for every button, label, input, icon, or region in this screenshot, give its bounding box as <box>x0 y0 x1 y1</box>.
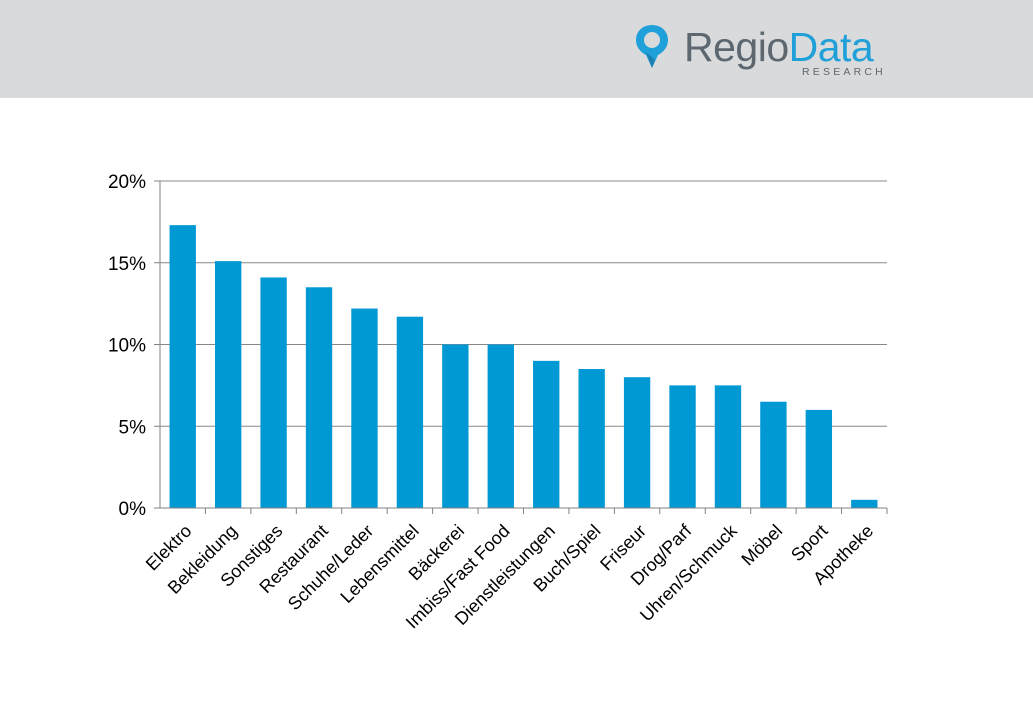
bar <box>305 287 333 508</box>
y-tick-label: 20% <box>108 172 146 193</box>
bar <box>351 308 378 508</box>
bar <box>396 316 424 508</box>
x-category-labels: ElektroBekleidungSonstigesRestaurantSchu… <box>142 520 877 632</box>
bar <box>442 344 469 508</box>
x-category-label: Möbel <box>737 521 786 570</box>
logo-wordmark: RegioData <box>684 24 874 70</box>
header-banner: RegioData RESEARCH <box>0 0 1033 98</box>
logo-word-regio: Regio <box>684 24 789 70</box>
bar <box>760 401 787 508</box>
y-tick-label: 0% <box>119 499 147 520</box>
bar <box>669 385 696 508</box>
y-tick-labels: 0% 5% 10% 15% 20% <box>108 172 146 520</box>
bar <box>487 344 514 508</box>
y-tick-label: 15% <box>108 254 146 275</box>
location-pin-icon <box>636 25 668 68</box>
bar <box>214 261 242 508</box>
bar-chart: 0% 5% 10% 15% 20% ElektroBekleidungSonstiges… <box>108 172 888 632</box>
bar <box>260 277 287 508</box>
y-tick-label: 5% <box>119 417 147 438</box>
bar <box>805 409 833 508</box>
bar <box>169 225 196 508</box>
logo-word-data: Data <box>788 24 874 70</box>
bar <box>578 369 605 508</box>
y-tick-label: 10% <box>108 336 146 357</box>
bar <box>623 377 651 508</box>
axes <box>154 180 888 514</box>
bar <box>851 499 878 508</box>
regiodata-logo: RegioData RESEARCH <box>632 22 902 82</box>
bar <box>714 385 742 508</box>
bars <box>169 225 878 508</box>
bar <box>533 360 560 508</box>
logo-subtitle: RESEARCH <box>802 66 886 78</box>
